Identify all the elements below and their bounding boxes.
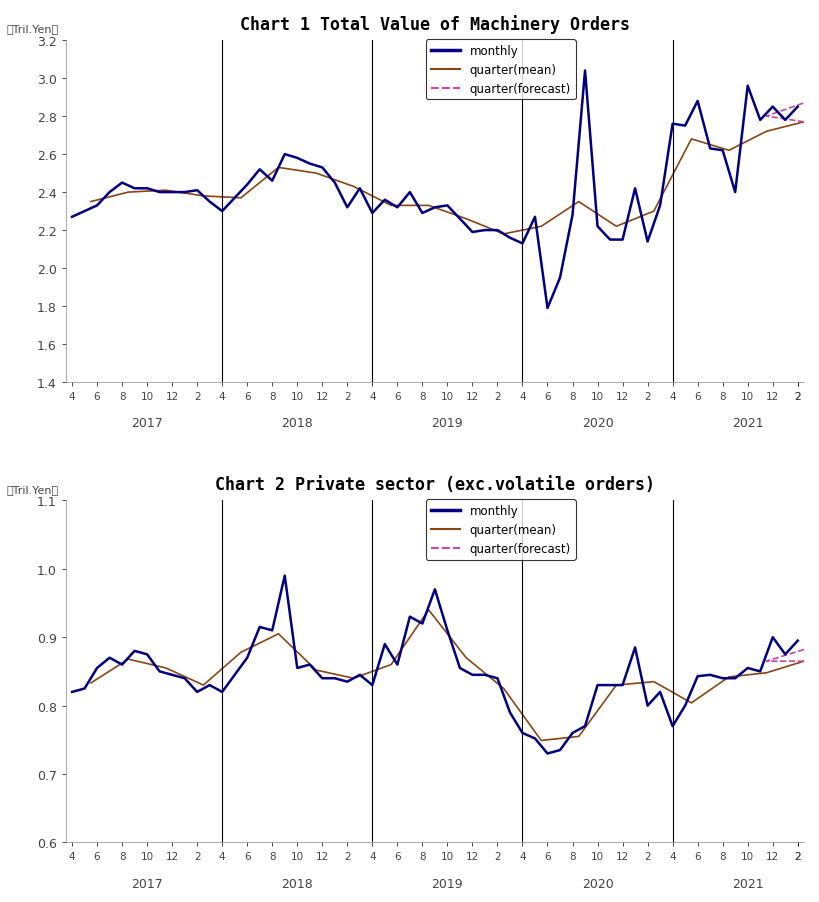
- Title: Chart 2 Private sector (exc.volatile orders): Chart 2 Private sector (exc.volatile ord…: [215, 475, 655, 493]
- Text: 2018: 2018: [282, 877, 313, 889]
- Text: （Tril.Yen）: （Tril.Yen）: [7, 484, 59, 494]
- Text: 2019: 2019: [432, 877, 464, 889]
- Text: 2019: 2019: [432, 417, 464, 430]
- Text: 2021: 2021: [732, 877, 763, 889]
- Title: Chart 1 Total Value of Machinery Orders: Chart 1 Total Value of Machinery Orders: [240, 15, 630, 34]
- Legend: monthly, quarter(mean), quarter(forecast): monthly, quarter(mean), quarter(forecast…: [426, 500, 576, 560]
- Text: 2020: 2020: [581, 417, 613, 430]
- Text: 2018: 2018: [282, 417, 313, 430]
- Text: 2017: 2017: [131, 877, 163, 889]
- Text: 2020: 2020: [581, 877, 613, 889]
- Text: （Tril.Yen）: （Tril.Yen）: [7, 24, 59, 34]
- Legend: monthly, quarter(mean), quarter(forecast): monthly, quarter(mean), quarter(forecast…: [426, 40, 576, 100]
- Text: 2017: 2017: [131, 417, 163, 430]
- Text: 2021: 2021: [732, 417, 763, 430]
